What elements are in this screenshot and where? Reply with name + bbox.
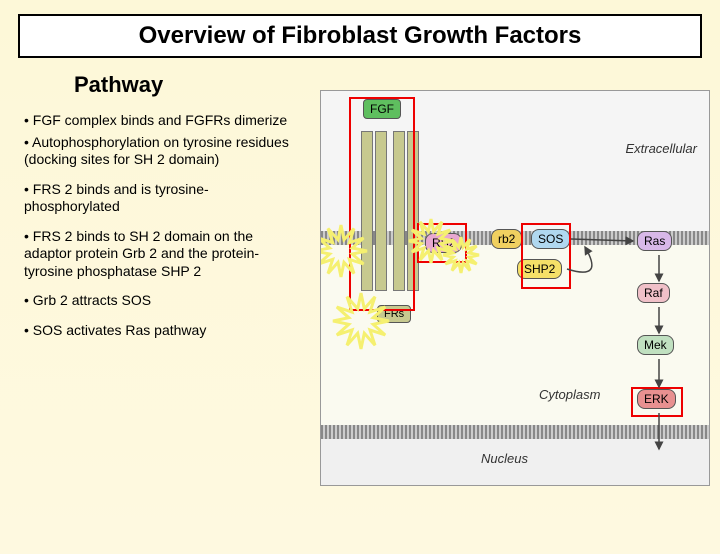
left-column: Pathway • FGF complex binds and FGFRs di… [0, 72, 310, 351]
bullet-3: • FRS 2 binds to SH 2 domain on the adap… [16, 228, 302, 281]
highlight-box [631, 387, 683, 417]
highlight-box [417, 223, 467, 263]
label-nucleus: Nucleus [481, 451, 528, 466]
bullet-1b: • Autophosphorylation on tyrosine residu… [16, 134, 302, 169]
bullet-1a: • FGF complex binds and FGFRs dimerize [16, 112, 302, 130]
membrane-bottom [321, 425, 709, 439]
protein-grb2: rb2 [491, 229, 522, 249]
page-title: Overview of Fibroblast Growth Factors [30, 22, 690, 50]
diagram-panel: Extracellular Cytoplasm Nucleus FGF RS2 … [320, 90, 710, 486]
bullet-5: • SOS activates Ras pathway [16, 322, 302, 340]
highlight-box [349, 97, 415, 311]
protein-raf: Raf [637, 283, 670, 303]
bullet-4: • Grb 2 attracts SOS [16, 292, 302, 310]
protein-ras: Ras [637, 231, 672, 251]
highlight-box [521, 223, 571, 289]
pathway-heading: Pathway [74, 72, 302, 98]
label-cytoplasm: Cytoplasm [539, 387, 600, 402]
bullet-2: • FRS 2 binds and is tyrosine-phosphoryl… [16, 181, 302, 216]
label-extracellular: Extracellular [625, 141, 697, 156]
title-box: Overview of Fibroblast Growth Factors [18, 14, 702, 58]
protein-mek: Mek [637, 335, 674, 355]
